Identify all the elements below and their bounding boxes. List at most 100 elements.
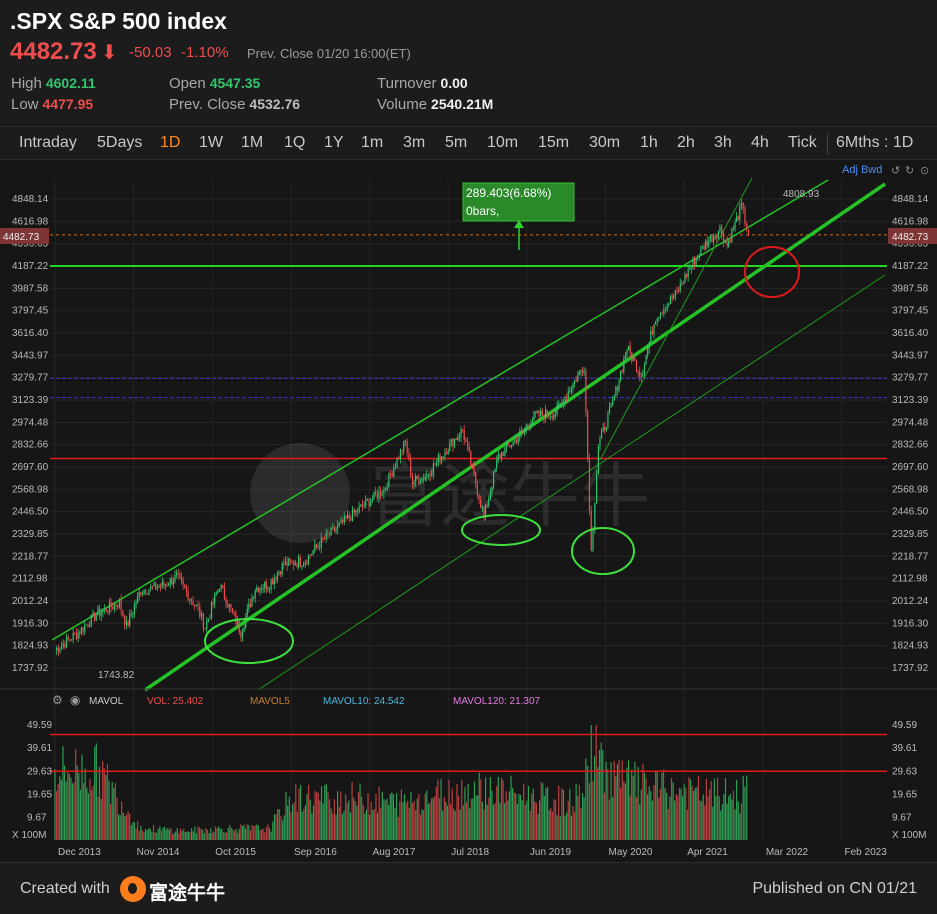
volume-bar [653,785,655,840]
volume-bar [327,791,329,840]
tab-4h[interactable]: 4h [751,134,769,151]
tab-tick[interactable]: Tick [788,134,817,151]
price-candle-body [325,533,327,540]
price-candle-body [232,607,234,613]
volume-bar [578,784,580,840]
volume-bar [686,809,688,840]
price-candle-body [133,604,136,614]
tab-2h[interactable]: 2h [677,134,695,151]
volume-y-axis: 49.59 49.59 39.61 39.61 29.63 29.63 19.65 19.65… [27,720,917,824]
volume-bar [386,798,388,840]
volume-bar [389,793,391,840]
price-candle-body [682,283,685,285]
volume-bar [405,802,407,840]
price-candle-body [651,330,654,335]
price-candle-body [615,386,617,397]
tab-intraday[interactable]: Intraday [19,134,77,151]
price-candle-body [689,268,691,270]
volume-bar [531,793,533,840]
panel-eye-icon[interactable]: ◉ [70,693,80,707]
volume-bar [430,798,433,840]
volume-bar [600,742,602,840]
redo-icon[interactable]: ↻ [905,165,914,177]
volume-bar [721,804,723,840]
volume-bar [435,786,437,840]
down-arrow-icon: ⬇ [101,42,118,64]
price-candle-body [135,603,137,605]
price-candle-body [370,501,372,507]
price-candle-body [330,528,332,536]
volume-bar [83,783,85,840]
volume-bar [317,793,319,840]
tab-3min[interactable]: 3m [403,134,426,151]
volume-bar [89,779,91,840]
volume-bar [141,830,143,840]
price-candle-body [496,459,498,469]
price-candle-body [182,580,184,585]
price-candle-body [656,318,658,322]
price-candle-body [648,342,650,349]
volume-bar [152,824,155,840]
price-candle-body [640,376,642,378]
tab-1q[interactable]: 1Q [284,134,306,151]
price-tag-left [0,228,49,244]
price-candle-body [700,247,702,256]
volume-bar [631,769,633,840]
tab-3h[interactable]: 3h [714,134,732,151]
panel-settings-icon[interactable]: ⚙ [52,693,63,707]
volume-bar [746,775,748,840]
price-candle-body [489,491,491,499]
tab-1h[interactable]: 1h [640,134,658,151]
volume-bar [481,801,484,840]
volume-bar [728,796,730,840]
volume-bar [464,787,466,840]
price-candle-body [502,452,504,456]
volume-bar [523,783,525,840]
undo-icon[interactable]: ↺ [891,165,900,177]
volume-bar [388,804,390,840]
y-tick-label: 1916.30 [892,618,929,629]
tab-30min[interactable]: 30m [589,134,621,151]
tab-1min[interactable]: 1m [361,134,384,151]
price-candle-body [632,357,634,362]
mavol-indicator[interactable]: MAVOL [89,696,124,707]
measure-arrow-head [514,220,524,228]
tab-1y[interactable]: 1Y [324,134,344,151]
price-candle-body [90,614,92,627]
volume-bar [219,828,221,840]
tab-10min[interactable]: 10m [487,134,519,151]
tab-1m[interactable]: 1M [241,134,264,151]
price-candle-body [476,484,478,495]
stat-volume: Volume 2540.21M [377,96,494,113]
volume-bar [324,785,326,840]
price-candle-body [398,458,400,460]
tab-5min[interactable]: 5m [445,134,468,151]
tab-15min[interactable]: 15m [538,134,570,151]
price-candle-body [158,586,160,588]
volume-bar [262,829,264,840]
period-high-label: 4808.93 [783,189,820,200]
measure-box [462,182,575,222]
price-candle-body [294,563,296,566]
tab-5days[interactable]: 5Days [97,134,143,151]
volume-bar [626,767,628,840]
settings-icon[interactable]: ⊙ [920,165,929,177]
volume-bar [97,796,99,840]
price-candle-body [241,631,244,638]
price-candle-body [218,589,221,591]
y-tick-label: 2329.85 [892,529,929,540]
price-candle-body [642,373,644,377]
tab-1w[interactable]: 1W [199,134,223,151]
volume-bar [54,769,56,840]
tab-1d[interactable]: 1D [160,134,181,151]
price-candle-body [212,602,214,605]
volume-bar [285,791,287,840]
range-selector[interactable]: 6Mths : 1D [836,134,914,151]
adj-bwd-button[interactable]: Adj Bwd [842,164,882,176]
x-tick-label: Nov 2014 [137,847,180,858]
price-candle-body [509,445,511,448]
volume-bar [162,827,164,840]
volume-bar [499,802,501,840]
chart-canvas[interactable]: 富途牛牛 4848.14 4616.98 4396.65 4187.22 3987.58… [0,160,937,862]
y-tick-label: 1737.92 [12,663,49,674]
